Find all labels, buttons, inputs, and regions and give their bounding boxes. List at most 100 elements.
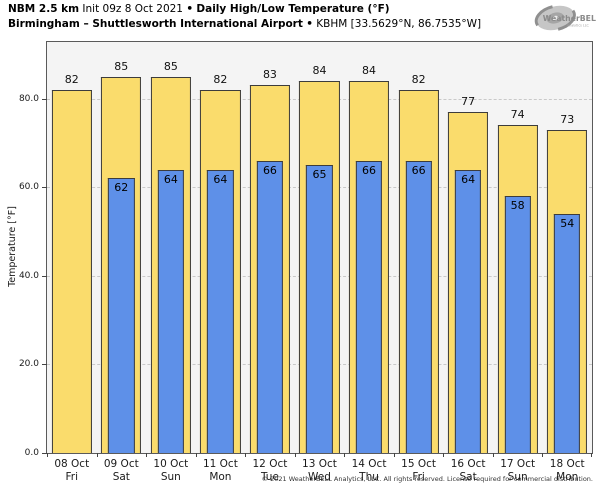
bar-column: 82 64 11 Oct Mon <box>196 42 246 483</box>
title-model-name: NBM 2.5 km <box>8 3 80 15</box>
x-tick-label-date: 18 Oct <box>549 458 585 470</box>
x-axis-tick <box>245 453 247 457</box>
high-temp-value: 82 <box>213 72 228 86</box>
x-tick-label: 14 Oct Thu <box>344 458 394 484</box>
x-tick-label-date: 09 Oct <box>103 458 139 470</box>
high-temp-value: 85 <box>163 59 178 73</box>
x-tick-label-day: Sat <box>112 471 130 483</box>
y-axis-tick <box>42 275 47 277</box>
chart-title-line1: NBM 2.5 km Init 09z 8 Oct 2021 • Daily H… <box>8 2 481 17</box>
high-temp-value: 82 <box>64 72 79 86</box>
x-tick-label-date: 16 Oct <box>450 458 486 470</box>
y-tick-label: 40.0 <box>18 270 39 281</box>
weatherbell-logo: WeatherBELL Analytics LLC <box>534 1 600 35</box>
x-tick-label-date: 15 Oct <box>401 458 436 470</box>
x-tick-label-date: 12 Oct <box>252 458 288 470</box>
x-tick-label: 17 Oct Sun <box>493 458 543 484</box>
title-separator: • <box>186 3 194 15</box>
low-temp-bar: 66 <box>355 160 383 453</box>
x-tick-label-date: 11 Oct <box>202 458 238 470</box>
x-axis-tick <box>47 453 48 457</box>
low-temp-value: 66 <box>411 163 426 177</box>
x-axis-tick <box>96 453 98 457</box>
bar-column: 82 08 Oct Fri <box>47 42 97 483</box>
chart-title: NBM 2.5 km Init 09z 8 Oct 2021 • Daily H… <box>8 2 481 32</box>
x-axis-tick <box>294 453 296 457</box>
x-tick-label-date: 14 Oct <box>351 458 387 470</box>
hurricane-swirl-icon: WeatherBELL Analytics LLC <box>534 5 600 31</box>
chart-title-line2: Birmingham – Shuttlesworth International… <box>8 17 481 32</box>
x-tick-label-date: 13 Oct <box>302 458 337 470</box>
logo-brand-text: WeatherBELL <box>543 14 596 23</box>
x-tick-label-day: Mon <box>556 471 579 483</box>
x-tick-label-day: Thu <box>359 471 379 483</box>
x-tick-label-date: 10 Oct <box>153 458 189 470</box>
low-temp-bar: 66 <box>256 160 284 453</box>
x-tick-label-day: Sun <box>507 471 528 483</box>
x-tick-label-date: 17 Oct <box>500 458 536 470</box>
bar-column: 77 64 16 Oct Sat <box>443 42 493 483</box>
x-axis-tick <box>344 453 346 457</box>
plot-area: 0.0 20.0 40.0 60.0 80.0 82 08 Oct Fri 85 62 09 Oct… <box>19 41 593 483</box>
copyright-text: © 2021 WeatherBELL Analytics, LLC. All r… <box>261 475 593 483</box>
subtitle-location: Birmingham – Shuttlesworth International… <box>8 18 303 30</box>
title-init-time: Init 09z 8 Oct 2021 <box>82 3 183 15</box>
x-tick-label: 15 Oct Fri <box>394 458 444 484</box>
low-temp-value: 65 <box>312 168 327 182</box>
x-tick-label-date: 08 Oct <box>54 458 90 470</box>
low-temp-value: 64 <box>213 172 228 186</box>
high-temp-value: 74 <box>510 108 525 122</box>
x-tick-label: 13 Oct Wed <box>295 458 345 484</box>
low-temp-bar: 64 <box>157 169 184 453</box>
x-axis-tick <box>393 453 395 457</box>
x-tick-label-day: Wed <box>308 471 331 483</box>
y-axis-tick <box>42 364 47 366</box>
x-tick-label-day: Fri <box>412 471 425 483</box>
x-axis-tick <box>146 453 148 457</box>
high-temp-value: 77 <box>461 94 476 108</box>
high-temp-value: 85 <box>114 59 129 73</box>
high-temp-value: 84 <box>312 63 327 77</box>
x-tick-label: 11 Oct Mon <box>196 458 246 484</box>
low-temp-bar: 65 <box>306 165 333 453</box>
low-temp-value: 64 <box>163 172 178 186</box>
x-axis-tick <box>591 453 592 457</box>
bar-column: 85 62 09 Oct Sat <box>97 42 147 483</box>
y-axis-tick <box>42 98 47 100</box>
x-axis-tick <box>195 453 197 457</box>
x-tick-label: 08 Oct Fri <box>47 458 97 484</box>
x-axis-tick <box>492 453 494 457</box>
y-tick-label: 60.0 <box>18 182 39 193</box>
x-tick-label-day: Mon <box>209 471 232 483</box>
x-tick-label-day: Tue <box>260 471 279 483</box>
subtitle-station: KBHM [33.5629°N, 86.7535°W] <box>316 18 482 30</box>
subtitle-separator: • <box>306 18 313 30</box>
bar-column: 84 66 14 Oct Thu <box>344 42 394 483</box>
y-axis-tick <box>42 453 47 454</box>
y-axis-tick <box>42 187 47 189</box>
bar-column: 83 66 12 Oct Tue <box>245 42 295 483</box>
title-variable: Daily High/Low Temperature (°F) <box>196 3 390 15</box>
high-temp-value: 83 <box>262 68 277 82</box>
logo-sub-text: Analytics LLC <box>567 24 590 28</box>
low-temp-bar: 58 <box>504 196 531 453</box>
low-temp-value: 64 <box>461 172 476 186</box>
bar-column: 73 54 18 Oct Mon <box>542 42 592 483</box>
x-tick-label: 10 Oct Sun <box>146 458 196 484</box>
low-temp-value: 54 <box>560 216 575 230</box>
x-tick-label: 09 Oct Sat <box>97 458 147 484</box>
bar-column: 82 66 15 Oct Fri <box>394 42 444 483</box>
y-tick-label: 0.0 <box>24 448 39 458</box>
x-tick-label-day: Sun <box>160 471 181 483</box>
x-tick-label-day: Sat <box>459 471 477 483</box>
y-tick-label: 80.0 <box>18 93 39 104</box>
bar-column: 84 65 13 Oct Wed <box>295 42 345 483</box>
y-axis-label: Temperature [°F] <box>6 206 18 287</box>
low-temp-value: 62 <box>114 181 129 195</box>
x-axis-tick <box>443 453 445 457</box>
low-temp-value: 58 <box>510 199 525 213</box>
bar-column: 74 58 17 Oct Sun <box>493 42 543 483</box>
low-temp-bar: 54 <box>554 213 581 453</box>
low-temp-bar: 62 <box>108 178 135 453</box>
